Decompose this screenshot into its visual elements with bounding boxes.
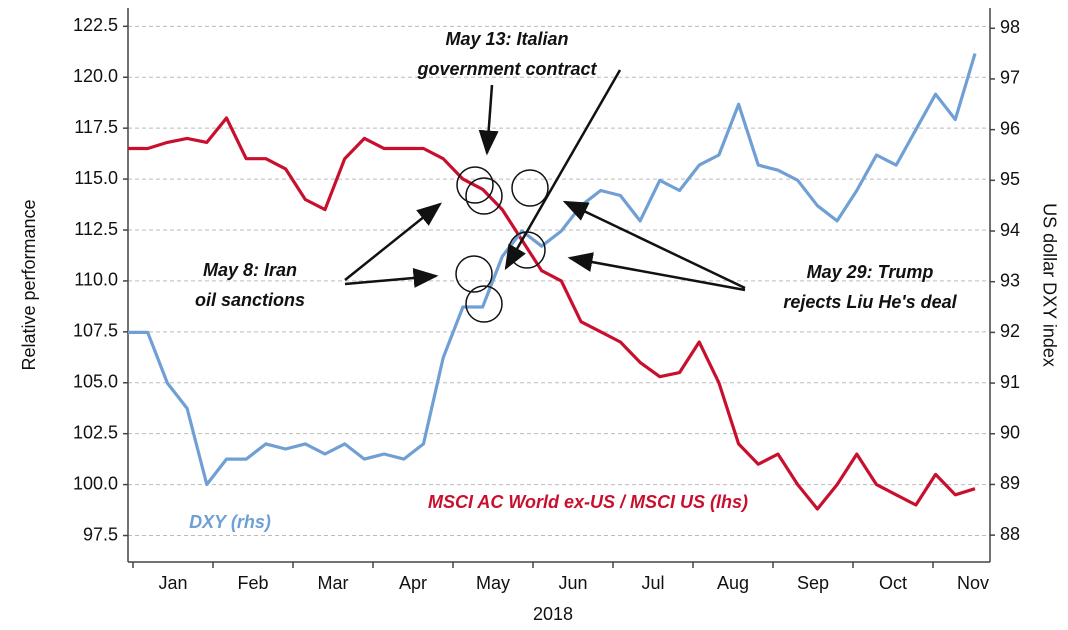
y2-tick-label: 88 [1000,524,1020,544]
x-tick-label: Feb [237,573,268,593]
y-axis-label: Relative performance [19,199,39,370]
y2-tick-label: 93 [1000,270,1020,290]
y-tick-label: 100.0 [73,473,118,493]
y-tick-label: 112.5 [74,219,118,239]
arrow [567,252,746,292]
annotation: May 29: Trump [807,262,934,282]
series-line [128,53,977,487]
arrow [478,84,499,156]
y-tick-label: 105.0 [73,372,118,392]
y2-tick-label: 92 [1000,321,1020,341]
y-tick-label: 107.5 [73,321,118,341]
annotation: May 13: Italian [445,29,568,49]
x-tick-label: May [476,573,510,593]
y2-tick-label: 89 [1000,473,1020,493]
annotation: rejects Liu He's deal [783,292,957,312]
x-tick-label: Jan [158,573,187,593]
x-tick-label: Jun [558,573,587,593]
arrow [504,69,622,271]
x-tick-label: Oct [879,573,907,593]
y-tick-label: 120.0 [73,66,118,86]
annotation: oil sanctions [195,290,305,310]
y2-axis-label: US dollar DXY index [1039,203,1059,367]
x-tick-label: Sep [797,573,829,593]
annotation: government contract [416,59,597,79]
circle [465,177,503,215]
arrow [344,268,439,288]
y-tick-label: 110.0 [74,270,118,290]
x-tick-label: Aug [717,573,749,593]
y2-tick-label: 91 [1000,372,1020,392]
arrow [562,200,746,290]
x-tick-label: Apr [399,573,427,593]
y2-tick-label: 95 [1000,169,1020,189]
y-tick-label: 102.5 [73,422,118,442]
annotation: May 8: Iran [203,260,297,280]
circle [456,166,494,204]
circle [455,255,493,293]
x-axis-label: 2018 [533,604,573,624]
y-tick-label: 117.5 [74,117,118,137]
x-tick-label: Mar [318,573,349,593]
y2-tick-label: 94 [1000,220,1020,240]
y2-tick-label: 96 [1000,118,1020,138]
plot: 97.5 100.0 102.5 105.0 107.5 110.0 112.5 115.0 1… [73,8,1020,593]
y-tick-label: 122.5 [73,15,118,35]
y2-tick-label: 90 [1000,423,1020,443]
arrow [344,202,442,281]
circle [511,169,549,207]
y-tick-label: 97.5 [83,524,118,544]
series-line [128,116,976,511]
series-label: MSCI AC World ex-US / MSCI US (lhs) [428,492,748,512]
x-tick-label: Nov [957,573,989,593]
y-tick-label: 115.0 [74,168,118,188]
series-label: DXY (rhs) [189,512,271,532]
x-tick-label: Jul [641,573,664,593]
y2-tick-label: 98 [1000,17,1020,37]
y2-tick-label: 97 [1000,68,1020,88]
circle [465,285,503,323]
annotation-shapes [344,69,746,323]
